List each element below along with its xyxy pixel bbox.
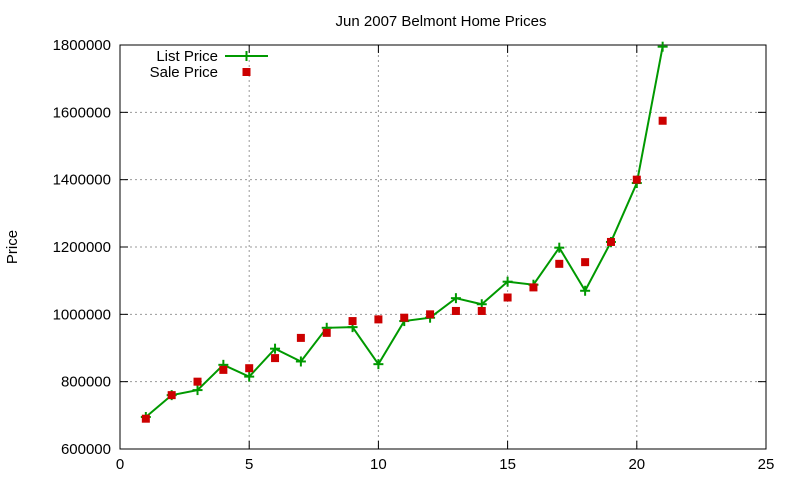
legend-label: Sale Price bbox=[150, 64, 218, 81]
list-price-point bbox=[580, 285, 591, 296]
sale-price-point bbox=[606, 237, 615, 246]
chart-title: Jun 2007 Belmont Home Prices bbox=[336, 13, 547, 30]
y-tick-label: 800000 bbox=[61, 374, 111, 391]
sale-price-point bbox=[167, 391, 176, 400]
sale-price-point bbox=[426, 310, 435, 319]
sale-price-point bbox=[219, 365, 228, 374]
sale-price-point bbox=[529, 283, 538, 292]
sale-price-point bbox=[632, 175, 641, 184]
grid-lines bbox=[120, 45, 766, 449]
y-axis-label: Price bbox=[4, 230, 21, 264]
list-price-point bbox=[450, 293, 461, 304]
y-tick-label: 1800000 bbox=[53, 37, 111, 54]
y-tick-label: 1200000 bbox=[53, 239, 111, 256]
sale-price-point bbox=[555, 259, 564, 268]
sale-price-point bbox=[141, 414, 150, 423]
sale-price-point bbox=[503, 293, 512, 302]
x-tick-label: 15 bbox=[499, 456, 516, 473]
sale-price-point bbox=[374, 315, 383, 324]
x-tick-label: 5 bbox=[245, 456, 253, 473]
y-tick-label: 1400000 bbox=[53, 172, 111, 189]
x-tick-label: 0 bbox=[116, 456, 124, 473]
x-tick-label: 10 bbox=[370, 456, 387, 473]
list-price-point bbox=[270, 343, 281, 354]
list-price-point bbox=[295, 356, 306, 367]
sale-price-point bbox=[245, 364, 254, 373]
x-tick-label: 20 bbox=[628, 456, 645, 473]
sale-price-point bbox=[658, 116, 667, 125]
y-tick-label: 1000000 bbox=[53, 306, 111, 323]
y-tick-label: 1600000 bbox=[53, 104, 111, 121]
list-price-point bbox=[502, 276, 513, 287]
sale-price-point bbox=[271, 354, 280, 363]
legend-label: List Price bbox=[156, 48, 218, 65]
list-price-point bbox=[244, 371, 255, 382]
y-tick-label: 600000 bbox=[61, 441, 111, 458]
list-price-point bbox=[554, 242, 565, 253]
list-price-point bbox=[657, 41, 668, 52]
sale-price-point bbox=[581, 258, 590, 267]
sale-price-point bbox=[193, 377, 202, 386]
series-layer bbox=[140, 41, 668, 423]
x-tick-label: 25 bbox=[758, 456, 775, 473]
list-price-point bbox=[192, 385, 203, 396]
sale-price-point bbox=[451, 306, 460, 315]
axis-ticks: 0 5 10 15 20 25 600000 800000 1000000 1200000 1400… bbox=[53, 37, 775, 473]
sale-price-point bbox=[296, 333, 305, 342]
sale-price-point bbox=[322, 328, 331, 337]
list-price-point bbox=[373, 359, 384, 370]
sale-price-point bbox=[400, 313, 409, 322]
legend-square-sample bbox=[242, 68, 251, 76]
sale-price-point bbox=[477, 306, 486, 315]
sale-price-point bbox=[348, 317, 357, 326]
